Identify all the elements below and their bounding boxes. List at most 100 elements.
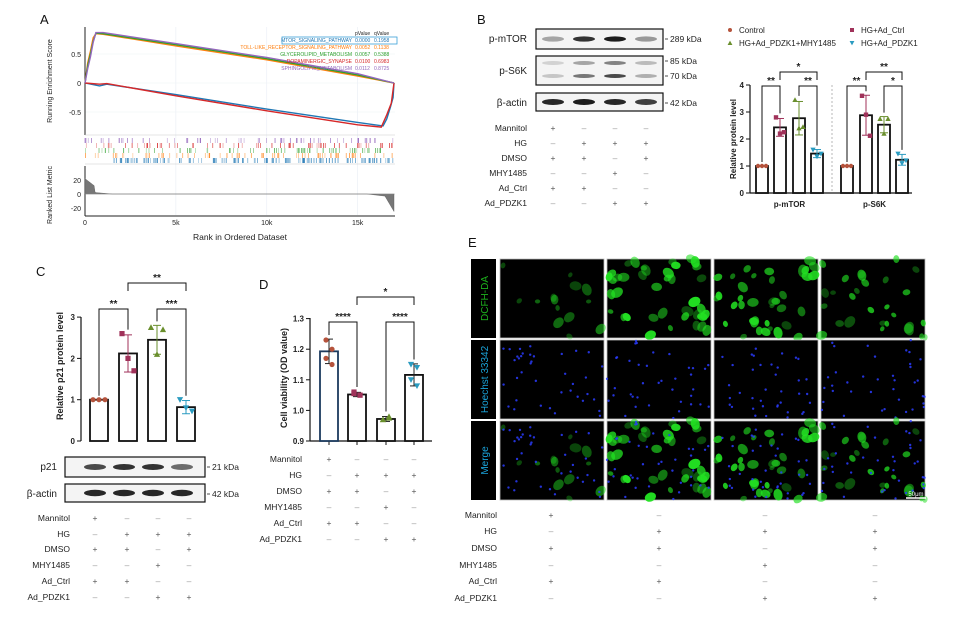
treatment-sign: + xyxy=(873,593,878,603)
nucleus xyxy=(826,376,830,379)
cell xyxy=(776,466,787,475)
nucleus xyxy=(521,352,524,355)
cell xyxy=(808,270,820,281)
cell xyxy=(804,256,817,266)
blot-band xyxy=(604,74,626,78)
nucleus xyxy=(576,476,579,479)
cell xyxy=(737,456,744,464)
nucleus xyxy=(919,358,922,361)
cell xyxy=(644,492,657,502)
cell xyxy=(713,435,723,444)
treatment-sign: – xyxy=(327,534,332,544)
significance-label: ** xyxy=(110,299,118,310)
nucleus xyxy=(513,439,516,443)
cell xyxy=(747,459,759,469)
cell xyxy=(738,300,745,310)
blot-label-p21: p21 xyxy=(40,462,57,473)
nucleus xyxy=(780,390,783,393)
cell xyxy=(638,432,647,442)
nucleus xyxy=(794,437,798,440)
nucleus xyxy=(529,345,532,348)
cell xyxy=(912,266,920,273)
nucleus xyxy=(628,359,631,363)
nucleus xyxy=(502,464,505,467)
treatment-sign: – xyxy=(644,168,649,178)
cell xyxy=(555,467,560,473)
data-point xyxy=(413,364,421,371)
nucleus xyxy=(598,495,602,498)
cell xyxy=(607,269,617,278)
y-tick-label: 1.0 xyxy=(293,406,305,415)
legend-label: HG+Ad_PDZK1 xyxy=(861,39,918,48)
cell xyxy=(569,443,582,453)
molecular-weight-label: 21 kDa xyxy=(212,462,239,472)
treatment-sign: – xyxy=(873,576,878,586)
legend-pathway-name: GLYCEROLIPID_METABOLISM xyxy=(280,52,352,58)
cell xyxy=(819,422,827,430)
cell xyxy=(607,309,614,314)
cell xyxy=(715,453,723,463)
cell xyxy=(563,474,575,485)
x-category-label: p-S6K xyxy=(863,200,886,209)
cell xyxy=(760,327,771,337)
cell xyxy=(648,313,659,322)
cell xyxy=(854,287,860,294)
treatment-sign: + xyxy=(187,529,192,539)
nucleus xyxy=(761,405,765,408)
nucleus xyxy=(764,495,768,499)
blot-label-beta-actin: β-actin xyxy=(497,98,527,109)
treatment-sign: + xyxy=(93,576,98,586)
bar xyxy=(347,393,367,442)
nucleus xyxy=(502,383,505,386)
nucleus xyxy=(754,428,758,431)
treatment-label: MHY1485 xyxy=(32,560,70,570)
treatment-label: DMSO xyxy=(472,543,498,553)
significance-bracket xyxy=(356,296,415,305)
cell xyxy=(760,489,771,499)
significance-label: *** xyxy=(166,299,178,310)
data-point xyxy=(755,163,761,169)
y-tick-label: 3 xyxy=(71,313,76,322)
nucleus xyxy=(883,407,886,411)
data-point xyxy=(182,405,190,412)
cell xyxy=(884,482,890,489)
nucleus xyxy=(636,477,639,480)
y-axis-label: Relative p21 protein level xyxy=(55,312,65,420)
nucleus xyxy=(647,485,651,488)
nucleus xyxy=(727,384,731,387)
cell xyxy=(550,455,557,464)
cell xyxy=(688,296,701,308)
cell xyxy=(882,438,889,446)
legend-qvalue: 0.5388 xyxy=(374,52,390,58)
nucleus xyxy=(534,379,538,383)
significance-bracket xyxy=(779,71,818,80)
cell xyxy=(821,450,830,460)
nucleus xyxy=(553,493,557,496)
nucleus xyxy=(548,488,552,491)
bar-chart-c xyxy=(77,282,196,442)
nucleus xyxy=(539,404,543,407)
nucleus xyxy=(776,366,779,369)
nucleus xyxy=(876,459,879,462)
fluorescence-panel xyxy=(471,254,928,504)
nucleus xyxy=(909,446,912,450)
channel-label-box xyxy=(471,421,496,500)
treatment-sign: + xyxy=(549,543,554,553)
treatment-sign: – xyxy=(156,544,161,554)
cell xyxy=(854,449,860,456)
nucleus xyxy=(805,392,809,396)
nucleus xyxy=(592,479,596,482)
nucleus xyxy=(911,408,914,411)
cell xyxy=(681,474,690,483)
nucleus xyxy=(786,411,789,414)
nucleus xyxy=(691,447,695,451)
legend-qvalue: 0.1138 xyxy=(374,45,389,51)
nucleus xyxy=(861,375,865,378)
blot-band xyxy=(142,464,164,470)
blot-label-beta-actin: β-actin xyxy=(27,489,57,500)
western-blot-b xyxy=(535,28,664,112)
nucleus xyxy=(707,405,710,408)
micrograph-background xyxy=(499,339,605,420)
cell xyxy=(884,304,890,310)
nucleus xyxy=(689,475,693,478)
